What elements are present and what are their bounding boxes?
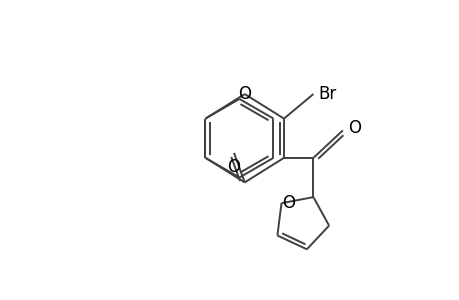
Text: Br: Br (318, 85, 336, 103)
Text: O: O (227, 158, 240, 176)
Text: O: O (347, 119, 360, 137)
Text: O: O (282, 194, 295, 212)
Text: O: O (238, 85, 251, 103)
